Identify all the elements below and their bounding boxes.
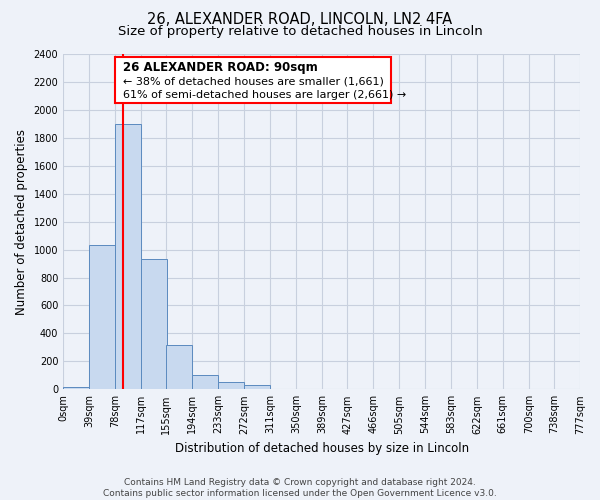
Bar [192, 374, 218, 390]
Bar [115, 124, 141, 390]
Bar [89, 246, 115, 390]
Text: 26, ALEXANDER ROAD, LINCOLN, LN2 4FA: 26, ALEXANDER ROAD, LINCOLN, LN2 4FA [148, 12, 452, 28]
Bar [218, 382, 244, 390]
Text: 26 ALEXANDER ROAD: 90sqm: 26 ALEXANDER ROAD: 90sqm [122, 62, 317, 74]
Bar [141, 260, 167, 390]
FancyBboxPatch shape [115, 58, 391, 102]
Bar [166, 344, 192, 390]
Bar [63, 386, 89, 390]
Y-axis label: Number of detached properties: Number of detached properties [15, 128, 28, 314]
Text: Contains HM Land Registry data © Crown copyright and database right 2024.
Contai: Contains HM Land Registry data © Crown c… [103, 478, 497, 498]
Bar [244, 385, 270, 390]
Text: 61% of semi-detached houses are larger (2,661) →: 61% of semi-detached houses are larger (… [122, 90, 406, 100]
X-axis label: Distribution of detached houses by size in Lincoln: Distribution of detached houses by size … [175, 442, 469, 455]
Text: Size of property relative to detached houses in Lincoln: Size of property relative to detached ho… [118, 25, 482, 38]
Text: ← 38% of detached houses are smaller (1,661): ← 38% of detached houses are smaller (1,… [122, 76, 383, 86]
